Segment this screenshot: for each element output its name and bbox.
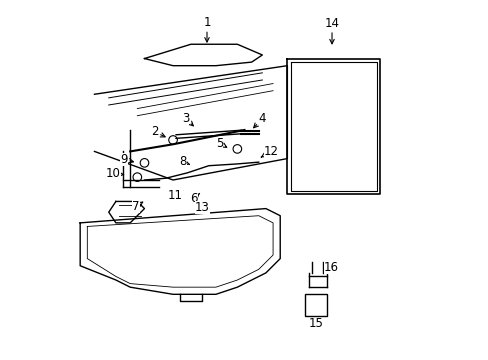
- Text: 16: 16: [323, 261, 338, 274]
- Text: 13: 13: [195, 201, 209, 213]
- Text: 1: 1: [203, 16, 210, 42]
- Text: 6: 6: [190, 192, 199, 205]
- Text: 2: 2: [150, 125, 165, 138]
- Text: 15: 15: [308, 316, 323, 330]
- Text: 12: 12: [261, 145, 278, 158]
- Text: 14: 14: [324, 17, 339, 44]
- Text: 10: 10: [106, 167, 123, 180]
- Polygon shape: [80, 208, 280, 294]
- Text: 4: 4: [253, 112, 265, 128]
- Text: 5: 5: [215, 137, 226, 150]
- Polygon shape: [144, 44, 262, 66]
- Text: 11: 11: [167, 189, 183, 202]
- Text: 9: 9: [120, 153, 133, 166]
- Text: 8: 8: [179, 155, 189, 168]
- Bar: [305, 294, 326, 316]
- Text: 3: 3: [182, 112, 193, 126]
- Text: 7: 7: [132, 200, 142, 213]
